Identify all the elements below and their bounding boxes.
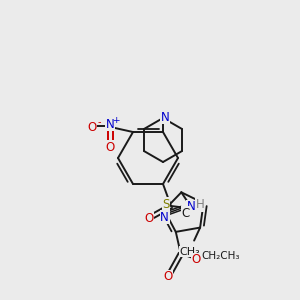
Text: N: N <box>160 110 169 124</box>
Text: O: O <box>87 121 97 134</box>
Text: CH₂CH₃: CH₂CH₃ <box>202 251 240 261</box>
Text: O: O <box>191 254 200 266</box>
Text: S: S <box>163 198 170 211</box>
Text: N: N <box>160 211 169 224</box>
Text: O: O <box>144 212 154 226</box>
Text: -: - <box>97 117 101 127</box>
Text: O: O <box>105 140 115 154</box>
Text: N: N <box>187 200 195 214</box>
Text: CH₃: CH₃ <box>180 247 200 256</box>
Text: O: O <box>163 270 172 284</box>
Text: N: N <box>106 118 114 130</box>
Text: C: C <box>182 207 190 220</box>
Text: H: H <box>196 199 204 212</box>
Text: +: + <box>112 116 120 124</box>
